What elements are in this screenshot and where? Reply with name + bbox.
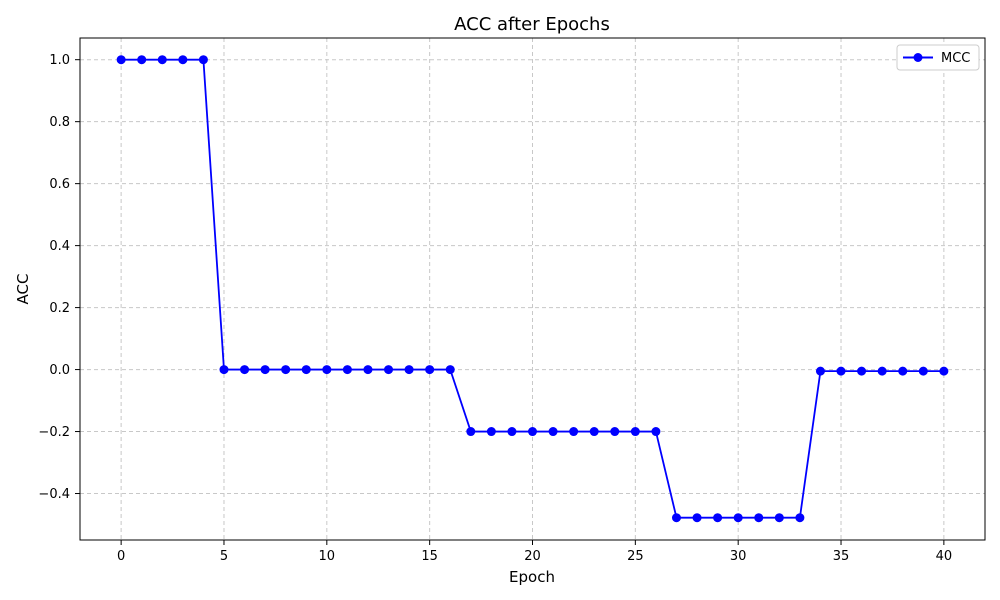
y-tick-label: 0.0: [49, 363, 70, 378]
data-point: [836, 366, 846, 376]
data-point: [137, 55, 147, 65]
x-tick-label: 20: [524, 549, 541, 564]
y-tick-label: −0.2: [38, 425, 70, 440]
x-ticks-layer: 0 5 10 15 20 25 30 35 40: [117, 540, 952, 564]
y-tick-label: 0.2: [49, 301, 70, 316]
data-point: [507, 427, 517, 437]
data-point: [692, 513, 702, 523]
x-tick-label: 40: [936, 549, 953, 564]
x-axis-label: Epoch: [509, 568, 555, 586]
data-point: [404, 365, 414, 375]
data-point: [939, 366, 949, 376]
y-tick-label: 0.4: [49, 239, 70, 254]
data-point: [198, 55, 208, 65]
data-point: [569, 427, 579, 437]
data-point: [713, 513, 723, 523]
data-point: [240, 365, 250, 375]
y-tick-label: −0.4: [38, 487, 70, 502]
data-point: [528, 427, 537, 437]
data-point: [774, 513, 784, 523]
y-tick-label: 0.6: [49, 177, 70, 192]
data-point: [630, 427, 640, 437]
legend-label: MCC: [941, 51, 970, 66]
data-point: [178, 55, 188, 65]
data-point: [116, 55, 126, 65]
plot-frame: [79, 37, 986, 541]
legend: MCC: [896, 44, 980, 71]
data-point: [795, 513, 805, 523]
y-ticks-layer: −0.4 −0.2 0.0 0.2 0.4 0.6 0.8 1.0: [38, 53, 80, 502]
data-point: [466, 427, 476, 437]
x-tick-label: 30: [730, 549, 747, 564]
data-point: [589, 427, 599, 437]
data-point: [898, 366, 908, 376]
series-layer: [116, 55, 949, 523]
data-point: [219, 365, 229, 375]
data-point: [857, 366, 867, 376]
x-tick-label: 10: [319, 549, 336, 564]
data-point: [754, 513, 764, 523]
data-point: [425, 365, 435, 375]
data-point: [384, 365, 394, 375]
data-point: [157, 55, 167, 65]
x-tick-label: 0: [117, 549, 125, 564]
x-tick-label: 35: [833, 549, 850, 564]
x-tick-label: 15: [421, 549, 438, 564]
legend-box: [896, 44, 980, 71]
data-point: [548, 427, 558, 437]
data-point: [322, 365, 332, 375]
y-axis-label: ACC: [14, 274, 32, 305]
y-tick-label: 1.0: [49, 53, 70, 68]
data-point: [877, 366, 887, 376]
data-point: [281, 365, 291, 375]
data-point: [445, 365, 455, 375]
data-point: [671, 513, 681, 523]
chart-title: ACC after Epochs: [454, 14, 610, 35]
data-point: [815, 366, 825, 376]
data-point: [301, 365, 311, 375]
data-point: [260, 365, 270, 375]
data-point: [918, 366, 928, 376]
data-point: [486, 427, 496, 437]
x-tick-label: 25: [627, 549, 644, 564]
data-point: [610, 427, 620, 437]
y-tick-label: 0.8: [49, 115, 70, 130]
data-point: [363, 365, 373, 375]
data-point: [651, 427, 661, 437]
data-point: [733, 513, 743, 523]
legend-marker-icon: [913, 53, 923, 62]
x-tick-label: 5: [220, 549, 228, 564]
data-point: [342, 365, 352, 375]
